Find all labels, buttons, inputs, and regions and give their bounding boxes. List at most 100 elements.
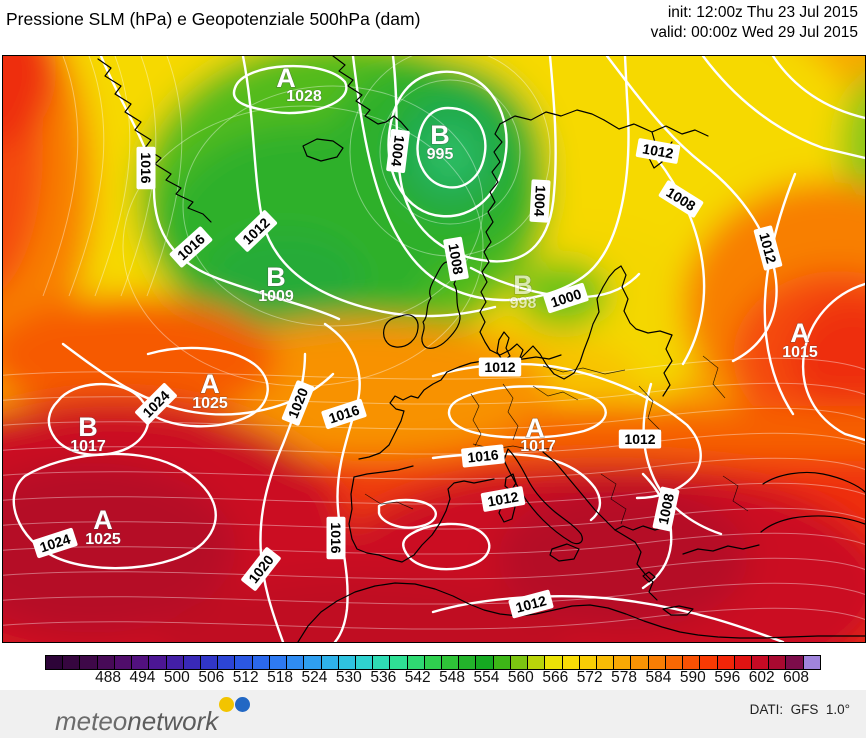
isobar-label-box (321, 398, 367, 430)
pressure-center-value: 995 (427, 146, 454, 163)
colorbar-segment (683, 656, 701, 669)
colorbar-tick-label: 524 (301, 669, 328, 686)
colorbar-segment (442, 656, 460, 669)
colorbar-segment (287, 656, 305, 669)
colorbar-segment (355, 656, 374, 669)
isobar-label-text: 1012 (756, 231, 780, 265)
isobar-label: 1008 (443, 236, 469, 282)
logo-text-network: network (127, 706, 219, 736)
colorbar-segment (269, 656, 288, 669)
colorbar-tick-label: 542 (404, 669, 431, 686)
colorbar-segment (803, 656, 820, 669)
pressure-center-letter: A (790, 318, 810, 348)
colorbar-tick-label: 548 (439, 669, 465, 686)
isobar-label: 1012 (618, 429, 662, 449)
colorbar-segment (132, 656, 150, 669)
pressure-center-letter: A (93, 505, 113, 535)
page-title: Pressione SLM (hPa) e Geopotenziale 500h… (6, 9, 421, 29)
colorbar-segment (734, 656, 752, 669)
colorbar-segment (528, 656, 546, 669)
isobar-label-text: 1004 (388, 135, 408, 168)
isobar-label-box (461, 444, 505, 468)
isobar-label-box (386, 129, 410, 173)
colorbar-segment (114, 656, 133, 669)
isobar-label-box (635, 138, 681, 164)
colorbar-ticks: 488 494 500 506 512 518 524 530 536 542 548 554 560 5… (45, 669, 819, 689)
isobar-label-box (508, 589, 554, 619)
colorbar-segment (459, 656, 477, 669)
isobar-label: 1004 (529, 179, 551, 223)
data-source-label: DATI: GFS 1.0° (749, 702, 850, 717)
valid-time: valid: 00:00z Wed 29 Jul 2015 (650, 24, 858, 42)
isobar-label-box (753, 225, 783, 271)
isobar-label-box (478, 357, 522, 377)
colorbar-tick-label: 584 (645, 669, 672, 686)
isobar-label: 1016 (326, 516, 346, 560)
colorbar-segment (751, 656, 770, 669)
pressure-center-value: 1025 (192, 395, 228, 412)
isobar-label-box (543, 282, 589, 314)
pressure-center-value: 1025 (85, 531, 121, 548)
meteonetwork-logo: meteonetwork (55, 697, 251, 737)
colorbar-segment (631, 656, 649, 669)
colorbar-tick-label: 530 (335, 669, 362, 686)
colorbar-tick-label: 494 (129, 669, 156, 686)
isobar-label-text: 1012 (514, 592, 548, 616)
colorbar-tick-label: 488 (95, 669, 121, 686)
colorbar-segment (769, 656, 787, 669)
isobar-label-box (234, 210, 278, 252)
colorbar-segment (218, 656, 236, 669)
isobar-label-text: 1016 (138, 152, 154, 183)
colorbar-tick-label: 608 (783, 669, 809, 686)
colorbar-segment (63, 656, 81, 669)
isobar-label-text: 1016 (328, 522, 344, 553)
init-time: init: 12:00z Thu 23 Jul 2015 (667, 4, 858, 21)
isobar-label-box (326, 516, 346, 560)
colorbar-tick-label: 518 (267, 669, 293, 686)
run-info: init: 12:00z Thu 23 Jul 2015 valid: 00:0… (651, 3, 858, 43)
pressure-center-letter: B (430, 120, 450, 150)
colorbar-segment (493, 656, 511, 669)
colorbar-segment (97, 656, 115, 669)
isobar-label: 1012 (478, 357, 522, 377)
pressure-center-letter: B (78, 412, 98, 442)
isobar-label: 1008 (652, 486, 680, 532)
colorbar-segment (46, 656, 64, 669)
isobar-label-text: 1012 (486, 488, 520, 509)
colorbar-segment (614, 656, 632, 669)
isobar-label: 1012 (753, 225, 783, 271)
isobar-label-box (136, 146, 156, 190)
colorbar-segment (597, 656, 615, 669)
logo-text-meteo: meteo (55, 706, 128, 736)
colorbar-segment (321, 656, 339, 669)
pressure-center-letter: A (200, 369, 220, 399)
pressure-centers: A1028B995B998B1009A1025B1017A1025A1017A1… (70, 62, 819, 548)
colorbar-segment (407, 656, 425, 669)
isobar-label: 1016 (461, 444, 505, 468)
colorbar-segment (717, 656, 735, 669)
colorbar-segment (166, 656, 184, 669)
colorbar-segment (786, 656, 804, 669)
isobar-label-box (241, 547, 281, 591)
isobar-label-box (32, 527, 78, 559)
logo-dot-blue (235, 697, 251, 712)
header: Pressione SLM (hPa) e Geopotenziale 500h… (0, 0, 866, 55)
isobar-label-text: 1012 (484, 359, 515, 375)
isobar-label: 1012 (635, 138, 681, 164)
colorbar-tick-label: 596 (714, 669, 741, 686)
colorbar-segment (80, 656, 98, 669)
isobar-contours (12, 56, 865, 642)
pressure-center-letter: B (513, 270, 533, 300)
pressure-center-value: 1017 (70, 438, 106, 455)
colorbar-tick-label: 566 (542, 669, 569, 686)
isobar-label-text: 1008 (445, 242, 466, 276)
colorbar-segment (390, 656, 408, 669)
pressure-center-value: 998 (510, 295, 537, 312)
colorbar-segment (665, 656, 684, 669)
isobar-label-box (658, 180, 704, 218)
pressure-center-value: 1028 (286, 88, 322, 105)
colorbar-segment (304, 656, 322, 669)
intermediate-isolines (3, 56, 865, 630)
